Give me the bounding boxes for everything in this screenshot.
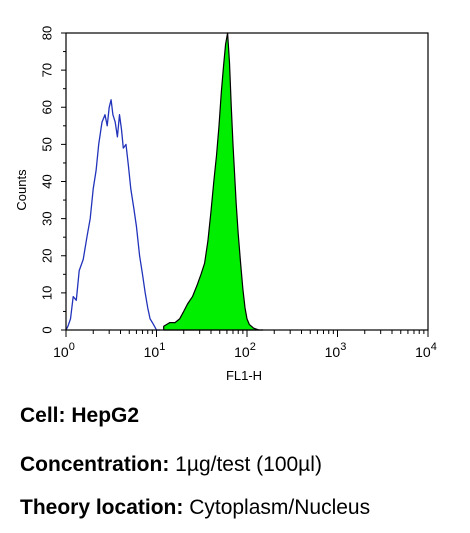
y-tick-label-3: 30 <box>39 211 54 225</box>
concentration-caption: Concentration: 1µg/test (100µl) <box>20 453 322 477</box>
cell-label: Cell: <box>20 404 66 427</box>
y-tick-label-7: 70 <box>39 63 54 77</box>
x-axis-label: FL1-H <box>226 368 262 383</box>
x-tick-label-4: 104 <box>415 341 437 360</box>
cell-value: HepG2 <box>71 404 140 427</box>
concentration-value: 1µg/test (100µl) <box>175 453 322 476</box>
x-tick-label-0: 100 <box>53 341 75 360</box>
x-tick-label-3: 103 <box>325 341 347 360</box>
y-tick-label-5: 50 <box>39 137 54 151</box>
y-axis-label: Counts <box>14 169 29 211</box>
theory-location-label: Theory location: <box>20 496 184 519</box>
y-tick-label-6: 60 <box>39 100 54 114</box>
x-tick-label-2: 102 <box>234 341 256 360</box>
y-tick-label-2: 20 <box>39 249 54 263</box>
y-tick-label-4: 40 <box>39 174 54 188</box>
x-tick-label-1: 101 <box>144 341 166 360</box>
y-tick-label-8: 80 <box>39 26 54 40</box>
series-1-filled-histogram <box>163 32 264 331</box>
theory-location-caption: Theory location: Cytoplasm/Nucleus <box>20 496 370 520</box>
plot-frame <box>65 32 429 331</box>
series-0-outline-histogram <box>65 99 161 331</box>
y-tick-label-1: 10 <box>39 286 54 300</box>
y-tick-label-0: 0 <box>39 326 54 333</box>
cell-caption: Cell: HepG2 <box>20 404 139 428</box>
theory-location-value: Cytoplasm/Nucleus <box>189 496 371 519</box>
histogram-svg: 0 10 20 30 40 50 60 70 80 100 101 102 103 104 FL1-H Cou… <box>14 26 437 383</box>
concentration-label: Concentration: <box>20 453 170 476</box>
flow-cytometry-histogram: 0 10 20 30 40 50 60 70 80 100 101 102 103 104 FL1-H Cou… <box>14 26 437 383</box>
